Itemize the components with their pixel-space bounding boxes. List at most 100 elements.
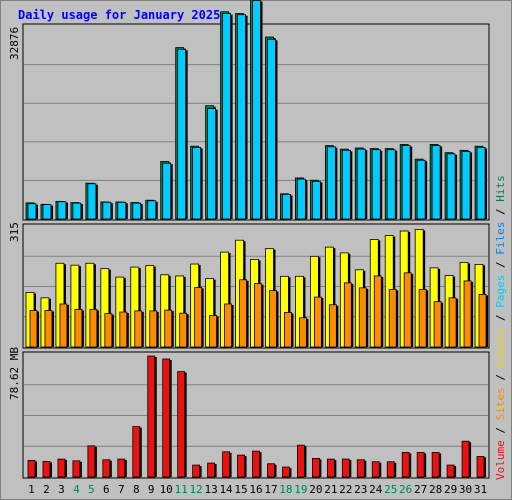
files-bar <box>341 149 351 220</box>
x-tick-label: 18 <box>279 483 292 496</box>
x-tick-labels: 1 2 3 4 5 6 7 8 9 10 11 12 13 14 15 16 17 18 19 20 21 22 23 24 2… <box>28 483 487 496</box>
x-tick-label: 17 <box>264 483 277 496</box>
sites-bar <box>44 310 53 348</box>
volume-bar <box>57 458 66 478</box>
sites-bar <box>179 312 188 348</box>
x-tick-label: 7 <box>118 483 125 496</box>
volume-bar <box>102 459 111 478</box>
files-bar <box>371 149 381 220</box>
legend-text: Volume / Sites / Visits / Pages / Files … <box>494 175 507 480</box>
volume-bar <box>476 456 485 478</box>
legend-line: Volume / Sites / Visits / Pages / Files … <box>494 175 507 480</box>
legend-item-hits: Hits <box>494 175 507 202</box>
volume-bar <box>27 460 36 478</box>
sites-bar <box>194 287 203 348</box>
x-tick-label: 10 <box>160 483 173 496</box>
x-tick-label: 30 <box>459 483 472 496</box>
files-bar <box>147 200 157 220</box>
volume-bar <box>431 452 440 478</box>
sites-bar <box>89 308 98 348</box>
files-bar <box>267 38 276 220</box>
volume-bar <box>162 358 171 478</box>
files-bar <box>192 146 202 220</box>
x-tick-label: 11 <box>175 483 188 496</box>
x-tick-label: 27 <box>414 483 427 496</box>
files-bar <box>132 202 142 220</box>
sites-bar <box>328 304 337 348</box>
volume-bar <box>192 464 201 478</box>
volume-bar <box>222 451 230 478</box>
x-tick-label: 28 <box>429 483 442 496</box>
sites-bar <box>254 283 262 348</box>
files-bar <box>297 178 306 220</box>
x-tick-label: 23 <box>354 483 367 496</box>
files-bar <box>207 108 217 220</box>
x-tick-label: 12 <box>190 483 203 496</box>
files-bar <box>401 145 411 220</box>
volume-bar <box>237 454 245 478</box>
sites-bar <box>343 282 352 348</box>
files-bar <box>237 14 246 220</box>
volume-bar <box>87 445 96 478</box>
x-tick-label: 25 <box>384 483 397 496</box>
files-bar <box>416 159 426 220</box>
volume-bar <box>282 466 290 478</box>
files-bar <box>87 183 97 220</box>
sites-bar <box>239 279 247 348</box>
legend-separator: / <box>494 255 507 275</box>
volume-bar <box>401 452 410 478</box>
legend-right: Volume / Sites / Visits / Pages / Files … <box>494 175 507 480</box>
files-bar <box>27 203 37 220</box>
files-bar <box>177 48 187 220</box>
legend-separator: / <box>494 202 507 222</box>
sites-bar <box>119 311 128 348</box>
legend-item-volume: Volume <box>494 440 507 480</box>
sites-bar <box>373 275 382 348</box>
x-tick-label: 8 <box>133 483 140 496</box>
files-bar <box>72 202 82 220</box>
legend-item-pages: Pages <box>494 275 507 308</box>
x-tick-label: 31 <box>474 483 487 496</box>
x-tick-label: 4 <box>73 483 80 496</box>
x-tick-label: 19 <box>294 483 307 496</box>
sites-bar <box>299 317 307 348</box>
legend-item-visits: Visits <box>494 328 507 368</box>
x-tick-label: 9 <box>148 483 155 496</box>
files-bar <box>222 13 231 220</box>
bars-layer <box>25 0 489 478</box>
files-bar <box>476 146 486 220</box>
sites-bar <box>284 312 292 348</box>
sites-bar <box>313 296 322 348</box>
x-tick-label: 22 <box>339 483 352 496</box>
sites-bar <box>388 288 397 348</box>
volume-bar <box>177 371 186 478</box>
volume-bar <box>147 355 156 478</box>
legend-separator: / <box>494 308 507 328</box>
legend-item-files: Files <box>494 222 507 255</box>
x-tick-label: 21 <box>324 483 337 496</box>
files-bar <box>311 181 321 220</box>
x-tick-label: 5 <box>88 483 95 496</box>
sites-bar <box>358 287 367 348</box>
files-bar <box>42 204 52 220</box>
files-bar <box>117 201 127 220</box>
volume-bar <box>371 461 380 478</box>
sites-bar <box>403 272 412 348</box>
x-tick-label: 2 <box>43 483 50 496</box>
sites-bar <box>463 280 472 348</box>
x-tick-label: 26 <box>399 483 412 496</box>
sites-bar <box>478 293 487 348</box>
hits-max-label: 32876 <box>8 27 21 60</box>
x-tick-label: 29 <box>444 483 457 496</box>
sites-bar <box>418 288 427 348</box>
files-bar <box>102 201 112 220</box>
x-tick-label: 1 <box>28 483 35 496</box>
files-bar <box>461 151 471 220</box>
x-tick-label: 20 <box>309 483 322 496</box>
volume-bar <box>42 460 51 478</box>
files-bar <box>282 193 291 220</box>
files-bar <box>356 148 366 220</box>
sites-bar <box>134 310 143 348</box>
files-bar <box>386 149 396 220</box>
